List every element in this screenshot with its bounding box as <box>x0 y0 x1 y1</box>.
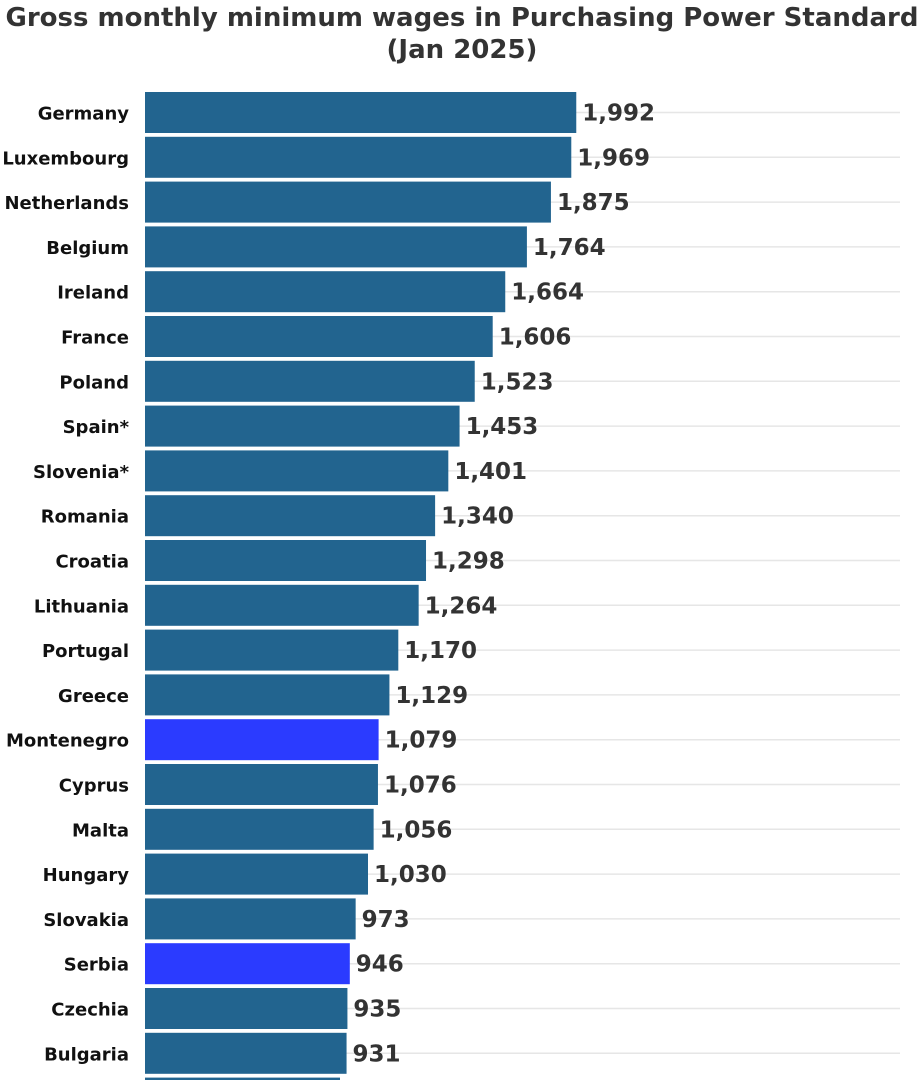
value-label-croatia: 1,298 <box>432 549 505 575</box>
category-label-germany: Germany <box>38 104 130 125</box>
value-label-greece: 1,129 <box>395 683 468 709</box>
bar-malta <box>145 808 374 850</box>
bar-netherlands <box>145 181 551 223</box>
category-label-ireland: Ireland <box>57 283 129 304</box>
bar-cropped <box>145 1077 340 1080</box>
bar-slovakia <box>145 898 356 940</box>
value-label-belgium: 1,764 <box>533 235 606 261</box>
category-label-bulgaria: Bulgaria <box>44 1044 129 1065</box>
bar-czechia <box>145 988 348 1029</box>
value-label-netherlands: 1,875 <box>557 190 630 216</box>
bar-serbia <box>145 943 350 985</box>
bars <box>145 92 577 1080</box>
bar-hungary <box>145 853 368 895</box>
bar-montenegro <box>145 719 379 761</box>
category-labels: Germany Luxembourg Netherlands Belgium Irela… <box>2 104 129 1066</box>
bar-luxembourg <box>145 136 572 178</box>
bar-spain <box>145 405 460 447</box>
value-label-montenegro: 1,079 <box>385 728 458 754</box>
category-label-hungary: Hungary <box>43 865 130 886</box>
value-label-hungary: 1,030 <box>374 862 447 888</box>
value-label-lithuania: 1,264 <box>425 593 498 619</box>
bar-lithuania <box>145 584 419 626</box>
value-label-slovenia: 1,401 <box>454 459 527 485</box>
value-label-romania: 1,340 <box>441 504 514 530</box>
value-labels: 1,992 1,969 1,875 1,764 1,664 1,606 1,523 1,453… <box>353 101 655 1068</box>
category-label-malta: Malta <box>72 820 129 841</box>
category-label-montenegro: Montenegro <box>6 731 129 752</box>
bar-poland <box>145 360 475 402</box>
bar-germany <box>145 92 577 133</box>
bar-portugal <box>145 629 399 671</box>
value-label-serbia: 946 <box>356 952 404 978</box>
value-label-czechia: 935 <box>353 997 401 1023</box>
category-label-romania: Romania <box>41 507 129 528</box>
value-label-ireland: 1,664 <box>511 280 584 306</box>
bar-greece <box>145 674 390 716</box>
category-label-greece: Greece <box>58 686 129 707</box>
category-label-belgium: Belgium <box>46 238 129 259</box>
category-label-luxembourg: Luxembourg <box>2 148 129 169</box>
bar-croatia <box>145 540 427 581</box>
bar-bulgaria <box>145 1032 347 1074</box>
category-label-lithuania: Lithuania <box>34 596 129 617</box>
bar-belgium <box>145 226 527 268</box>
category-label-poland: Poland <box>59 372 129 393</box>
bar-ireland <box>145 271 506 313</box>
value-label-poland: 1,523 <box>481 369 554 395</box>
category-label-czechia: Czechia <box>51 1000 129 1021</box>
category-label-cyprus: Cyprus <box>59 776 129 797</box>
category-label-netherlands: Netherlands <box>4 193 129 214</box>
value-label-france: 1,606 <box>499 325 572 351</box>
bar-cyprus <box>145 764 378 805</box>
bar-slovenia <box>145 450 449 492</box>
bar-france <box>145 316 493 357</box>
value-label-portugal: 1,170 <box>404 638 477 664</box>
category-label-serbia: Serbia <box>64 955 129 976</box>
value-label-cyprus: 1,076 <box>384 773 457 799</box>
value-label-spain: 1,453 <box>466 414 539 440</box>
value-label-bulgaria: 931 <box>353 1041 401 1067</box>
chart-title: Gross monthly minimum wages in Purchasin… <box>0 2 924 66</box>
bar-romania <box>145 495 436 537</box>
chart-title-line-1: Gross monthly minimum wages in Purchasin… <box>5 3 919 33</box>
category-label-slovakia: Slovakia <box>43 910 129 931</box>
value-label-luxembourg: 1,969 <box>577 145 650 171</box>
value-label-malta: 1,056 <box>380 817 453 843</box>
category-label-portugal: Portugal <box>42 641 129 662</box>
category-label-france: France <box>61 328 129 349</box>
category-label-slovenia: Slovenia* <box>33 462 130 483</box>
category-label-croatia: Croatia <box>55 552 129 573</box>
value-label-slovakia: 973 <box>362 907 410 933</box>
category-label-spain: Spain* <box>63 417 130 438</box>
value-label-germany: 1,992 <box>582 101 655 127</box>
chart-title-line-2: (Jan 2025) <box>386 35 538 65</box>
